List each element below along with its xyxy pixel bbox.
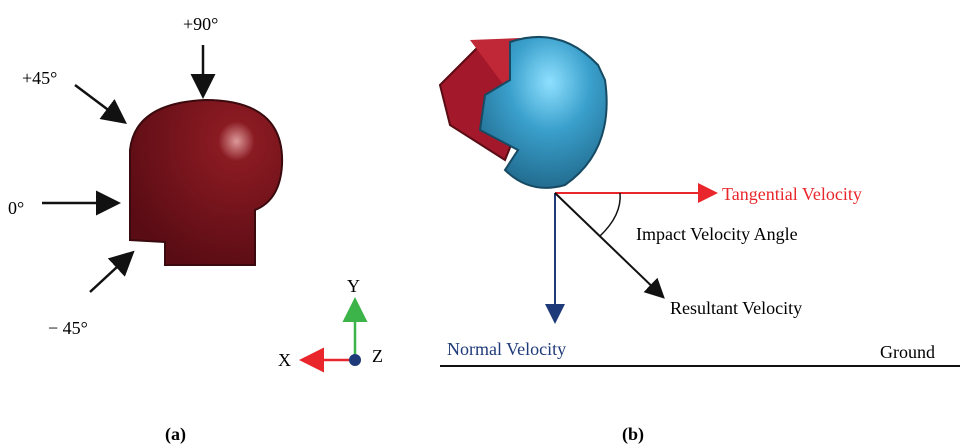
axis-label: Y [347, 276, 360, 296]
angle-label: Impact Velocity Angle [636, 224, 798, 244]
resultant-arrow [555, 193, 662, 296]
resultant-label: Resultant Velocity [670, 298, 802, 318]
caption: (a) [165, 424, 186, 445]
tangential-label: Tangential Velocity [722, 184, 862, 204]
ground-label: Ground [880, 342, 935, 362]
figure: +90° +45° 0° − 45° Y X Z (a) Tangential … [0, 0, 972, 447]
normal-label: Normal Velocity [447, 339, 566, 359]
head-ball [440, 37, 607, 188]
axis-label: X [278, 350, 291, 370]
z-axis [349, 354, 361, 366]
angle-label: +45° [22, 68, 57, 88]
angle-label: − 45° [48, 318, 88, 338]
angle-label: +90° [183, 14, 218, 34]
head-model [130, 100, 282, 265]
caption: (b) [622, 424, 644, 445]
axis-label: Z [372, 346, 383, 366]
angle-label: 0° [8, 198, 24, 218]
angle-arc [600, 193, 620, 236]
